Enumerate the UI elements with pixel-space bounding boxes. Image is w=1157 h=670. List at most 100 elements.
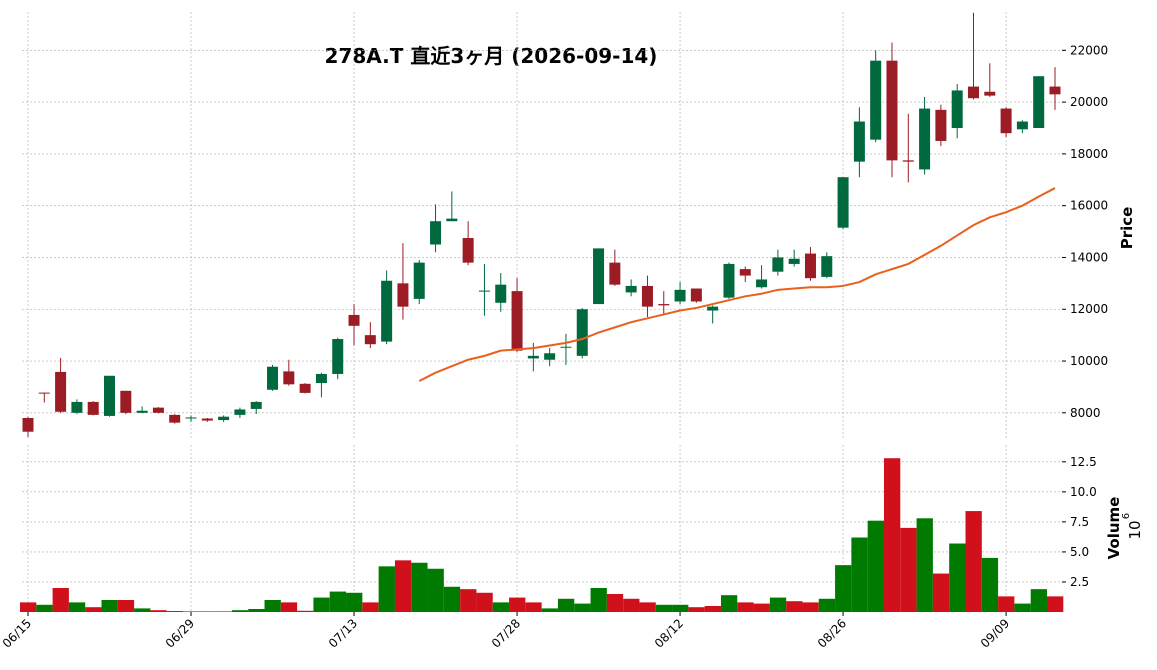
candle-body [560, 346, 572, 348]
volume-bar [916, 518, 933, 612]
chart-title: 278A.T 直近3ヶ月 (2026-09-14) [325, 44, 658, 68]
volume-bar [394, 560, 412, 612]
candle-body [788, 258, 800, 264]
volume-bar [590, 587, 607, 612]
candle-body [1033, 76, 1045, 128]
volume-bar [998, 596, 1015, 612]
x-tick-label: 08/12 [652, 616, 686, 650]
volume-bar [264, 599, 281, 612]
candle-body [201, 418, 213, 421]
candle-body [772, 257, 784, 272]
volume-bar [231, 610, 249, 612]
volume-bar [1047, 596, 1064, 612]
y-tick-label: 22000 [1070, 43, 1108, 57]
y-tick-label: 12000 [1070, 302, 1108, 316]
volume-bar [737, 602, 754, 612]
volume-bar [769, 597, 787, 612]
volume-bar [557, 598, 575, 612]
candle-body [984, 91, 996, 96]
candle-body [55, 371, 67, 412]
volume-bar [753, 603, 770, 612]
y2-offset-base: 10 [1126, 520, 1144, 539]
volume-bar [688, 607, 705, 612]
volume-bar [1014, 603, 1031, 612]
y-axis-label: Price [1118, 207, 1136, 250]
volume-bar [36, 604, 53, 612]
candle-body [690, 288, 702, 302]
candle-body [1016, 121, 1028, 130]
y2-tick-label: 2.5 [1070, 575, 1089, 589]
y-tick-label: 8000 [1070, 406, 1101, 420]
moving-average [418, 187, 1056, 382]
candle-body [348, 314, 360, 326]
candle-body [397, 283, 409, 307]
volume-bar [215, 611, 232, 612]
candle-body [381, 280, 393, 342]
y2-axis-label: Volume [1105, 497, 1123, 560]
volume-bar [802, 602, 819, 612]
candle-body [38, 392, 50, 394]
candle-body [837, 177, 849, 228]
volume-bar [313, 597, 330, 612]
volume-bar [85, 607, 102, 612]
volume-bar [883, 458, 901, 612]
candle-body [641, 285, 653, 307]
y2-tick-label: 12.5 [1070, 455, 1097, 469]
x-tick-label: 09/09 [978, 616, 1012, 650]
volume-bar [1030, 589, 1047, 612]
y2-tick-label: 5.0 [1070, 545, 1089, 559]
candle-body [71, 401, 83, 413]
candle-body [902, 160, 914, 162]
y-tick-label: 20000 [1070, 95, 1108, 109]
candle-body [234, 409, 246, 415]
candle-body [446, 218, 458, 222]
volume-bar [411, 562, 428, 612]
volume-bar [134, 608, 151, 612]
candle-body [1000, 108, 1012, 134]
candle-body [707, 306, 719, 311]
candle-body [886, 60, 898, 161]
volume-bar [117, 599, 135, 612]
volume-bar [932, 573, 950, 612]
x-tick-label: 06/15 [0, 616, 34, 650]
candle-body [674, 289, 686, 302]
candle-body [853, 121, 865, 162]
volume-bar [639, 602, 656, 612]
volume-bar [949, 543, 966, 612]
candle-body [625, 285, 637, 293]
candle-body [478, 290, 490, 292]
volume-bar [248, 608, 265, 612]
candle-body [756, 279, 768, 288]
candle-body [120, 390, 132, 413]
candle-body [462, 238, 474, 263]
volume-bar [835, 565, 852, 612]
candle-body [593, 248, 605, 305]
candle-body [430, 221, 442, 245]
candle-body [821, 256, 833, 277]
candle-body [22, 417, 34, 432]
candle-body [169, 414, 181, 423]
volume-bar [297, 610, 314, 612]
candle-body [919, 108, 931, 170]
volume-bar [672, 604, 689, 612]
volume-bar [818, 598, 836, 612]
volume-bar [900, 527, 917, 612]
volume-bar [623, 598, 640, 612]
x-tick-label: 08/26 [815, 616, 849, 650]
candle-body [218, 416, 230, 421]
volume-bar [280, 602, 298, 612]
volume-bar [655, 604, 673, 612]
candle-body [527, 355, 539, 359]
y2-tick-label: 10.0 [1070, 485, 1097, 499]
candle-body [332, 339, 344, 374]
volume-bar [492, 602, 510, 612]
candle-body [152, 407, 164, 413]
candle-body [870, 60, 882, 140]
volume-bar [150, 610, 167, 612]
candle-body [104, 375, 116, 416]
x-tick-label: 07/28 [489, 616, 523, 650]
candle-body [250, 401, 262, 409]
y-tick-label: 16000 [1070, 199, 1108, 213]
candle-body [364, 335, 376, 345]
volume-bar [541, 608, 558, 612]
